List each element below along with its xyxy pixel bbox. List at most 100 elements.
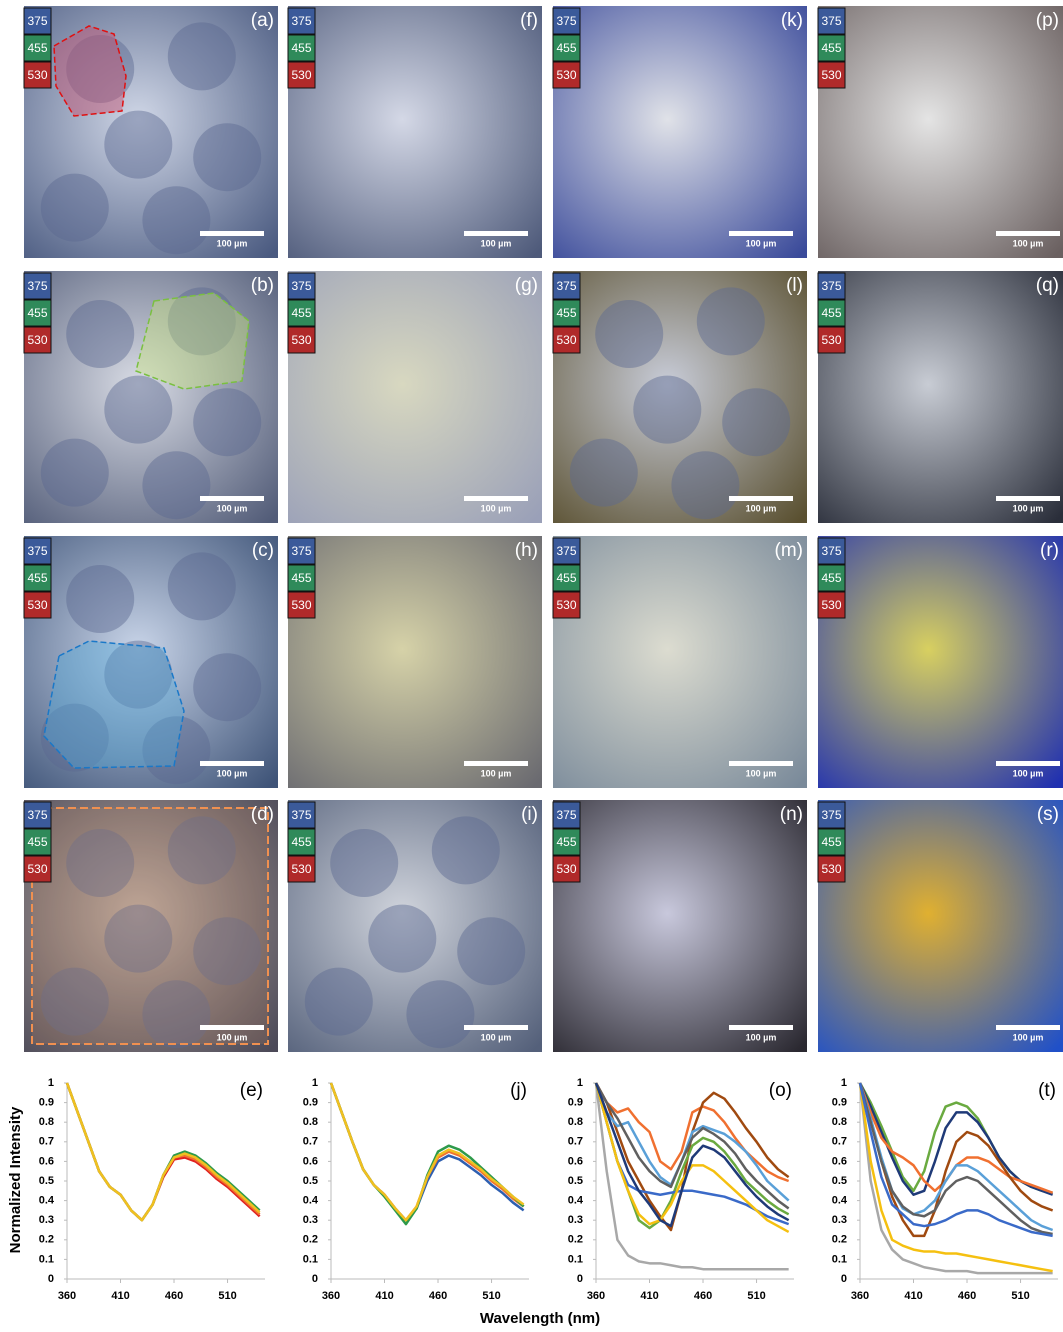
scale-bar-label: 100 µm [217, 768, 248, 778]
scale-bar-label: 100 µm [481, 238, 512, 248]
x-tick-label: 510 [747, 1290, 765, 1302]
band-label: 455 [821, 835, 841, 849]
band-label: 375 [291, 279, 311, 293]
cell [457, 917, 525, 985]
band-label: 375 [821, 544, 841, 558]
cell [633, 376, 701, 444]
cell [41, 439, 109, 507]
spectrum-line [67, 1083, 260, 1220]
scale-bar-label: 100 µm [217, 503, 248, 513]
y-tick-label: 1 [841, 1077, 847, 1089]
scale-bar [729, 1025, 793, 1030]
y-tick-label: 0.2 [832, 1234, 847, 1246]
chart-annotation: (o) [769, 1080, 792, 1101]
y-tick-label: 0.5 [832, 1175, 847, 1187]
panel-label: (n) [780, 804, 803, 825]
x-tick-label: 460 [429, 1290, 447, 1302]
y-tick-label: 0.3 [568, 1214, 583, 1226]
cell [671, 451, 739, 519]
panel-label: (a) [251, 10, 274, 31]
micrograph [818, 271, 1063, 523]
y-tick-label: 0 [577, 1273, 583, 1285]
band-label: 375 [291, 14, 311, 28]
band-label: 375 [556, 279, 576, 293]
x-tick-label: 510 [1011, 1290, 1029, 1302]
cell [570, 439, 638, 507]
panel-label: (m) [775, 540, 803, 561]
scale-bar [996, 231, 1060, 236]
page: Normalized Intensity Wavelength (nm) 375… [0, 0, 1063, 1332]
chart-annotation: (j) [510, 1080, 527, 1101]
spectrum-line [860, 1083, 1053, 1193]
band-label: 455 [821, 306, 841, 320]
band-label: 530 [27, 598, 47, 612]
band-label: 455 [556, 571, 576, 585]
band-label: 455 [291, 571, 311, 585]
y-tick-label: 0.7 [39, 1136, 54, 1148]
cell [406, 980, 474, 1048]
spectrum-line [331, 1083, 524, 1220]
x-tick-label: 360 [587, 1290, 605, 1302]
y-tick-label: 0.4 [303, 1195, 319, 1207]
scale-bar-label: 100 µm [746, 768, 777, 778]
scale-bar [464, 496, 528, 501]
band-label: 375 [556, 544, 576, 558]
scale-bar-label: 100 µm [481, 1032, 512, 1042]
band-label: 530 [27, 862, 47, 876]
y-tick-label: 0.1 [568, 1253, 583, 1265]
panel-label: (s) [1037, 804, 1059, 825]
cell [168, 22, 236, 90]
panel-label: (l) [786, 275, 803, 296]
y-tick-label: 0.8 [832, 1116, 847, 1128]
spectrum-line [331, 1083, 524, 1220]
chart-annotation: (t) [1038, 1080, 1056, 1101]
spectrum-line [331, 1083, 524, 1224]
x-tick-label: 360 [58, 1290, 76, 1302]
micrograph [818, 800, 1063, 1052]
roi-outline [136, 293, 249, 389]
micrograph [553, 6, 807, 258]
cell [368, 905, 436, 973]
spectrum-line [67, 1083, 260, 1220]
band-label: 375 [291, 544, 311, 558]
y-tick-label: 0.9 [39, 1097, 54, 1109]
scale-bar-label: 100 µm [1013, 238, 1044, 248]
scale-bar-label: 100 µm [1013, 503, 1044, 513]
panel-label: (d) [251, 804, 274, 825]
x-tick-label: 510 [218, 1290, 236, 1302]
scale-bar-label: 100 µm [481, 768, 512, 778]
panel-label: (r) [1040, 540, 1059, 561]
band-label: 530 [291, 862, 311, 876]
y-tick-label: 0.8 [39, 1116, 54, 1128]
band-label: 455 [556, 306, 576, 320]
cell [722, 388, 790, 456]
cell [66, 565, 134, 633]
scale-bar-label: 100 µm [1013, 768, 1044, 778]
band-label: 375 [821, 14, 841, 28]
cell [305, 968, 373, 1036]
spectrum-line [67, 1083, 260, 1220]
x-tick-label: 360 [851, 1290, 869, 1302]
panel-label: (b) [251, 275, 274, 296]
band-label: 530 [27, 333, 47, 347]
y-tick-label: 0.9 [568, 1097, 583, 1109]
band-label: 375 [556, 14, 576, 28]
band-label: 455 [27, 835, 47, 849]
band-label: 375 [291, 808, 311, 822]
cell [432, 816, 500, 884]
band-label: 455 [291, 41, 311, 55]
y-tick-label: 1 [48, 1077, 54, 1089]
spectrum-line [67, 1083, 260, 1220]
band-label: 455 [291, 835, 311, 849]
band-label: 530 [821, 333, 841, 347]
y-tick-label: 0.9 [832, 1097, 847, 1109]
scale-bar [996, 1025, 1060, 1030]
band-label: 530 [556, 333, 576, 347]
y-tick-label: 0.6 [832, 1155, 847, 1167]
cell [193, 653, 261, 721]
y-tick-label: 0.6 [568, 1155, 583, 1167]
band-label: 530 [291, 598, 311, 612]
band-label: 530 [821, 68, 841, 82]
x-tick-label: 460 [694, 1290, 712, 1302]
y-tick-label: 0.2 [303, 1234, 318, 1246]
